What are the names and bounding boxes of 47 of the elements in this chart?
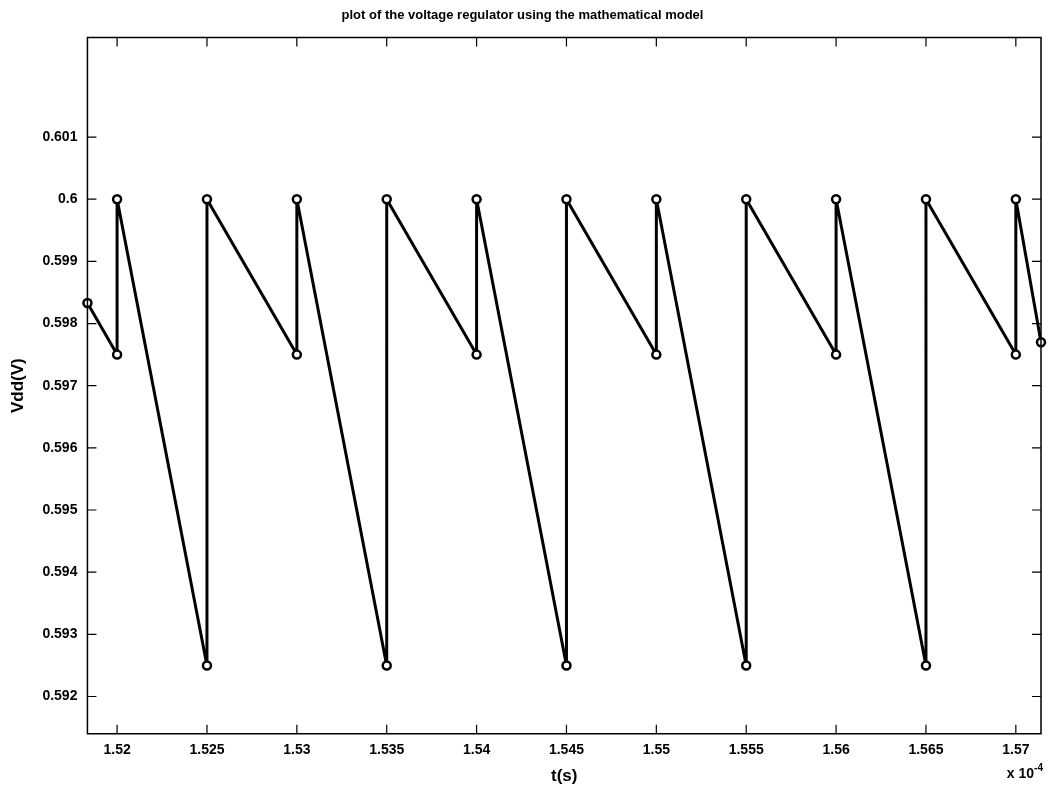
point bbox=[291, 349, 303, 360]
x-tick-label: 1.525 bbox=[189, 741, 225, 758]
point bbox=[740, 193, 752, 205]
point bbox=[561, 193, 572, 205]
x-tick-label: 1.565 bbox=[908, 741, 944, 758]
x-tick-label: 1.55 bbox=[642, 741, 671, 758]
point bbox=[82, 297, 93, 309]
point bbox=[381, 193, 392, 205]
point bbox=[381, 660, 392, 671]
y-tick-label: 0.598 bbox=[42, 314, 78, 331]
x-tick-label: 1.56 bbox=[822, 741, 850, 758]
point bbox=[830, 349, 842, 360]
point bbox=[111, 349, 123, 360]
x-tick-label: 1.57 bbox=[1002, 741, 1030, 758]
point bbox=[830, 193, 842, 205]
point bbox=[291, 193, 303, 205]
x-tick-label: 1.54 bbox=[462, 741, 491, 758]
x-tick-label: 1.53 bbox=[283, 741, 311, 758]
point bbox=[201, 193, 213, 205]
point bbox=[651, 349, 662, 360]
y-tick-label: 0.594 bbox=[42, 563, 78, 580]
y-tick-label: 0.593 bbox=[42, 625, 78, 642]
point bbox=[1010, 349, 1022, 360]
point bbox=[471, 349, 482, 360]
y-tick-label: 0.597 bbox=[42, 376, 78, 393]
x-tick-label: 1.555 bbox=[728, 741, 764, 758]
y-tick-label: 0.6 bbox=[57, 190, 78, 207]
y-tick-label: 0.599 bbox=[42, 252, 78, 269]
point bbox=[1010, 193, 1022, 205]
y-tick-label: 0.601 bbox=[42, 127, 78, 144]
y-axis-title: Vdd(V) bbox=[7, 358, 27, 414]
x-axis-title: t(s) bbox=[550, 766, 578, 786]
point bbox=[920, 193, 932, 205]
point bbox=[471, 193, 482, 205]
point bbox=[740, 660, 752, 671]
point bbox=[201, 660, 213, 671]
x-tick-label: 1.52 bbox=[103, 741, 131, 758]
y-tick-label: 0.592 bbox=[42, 687, 78, 704]
y-tick-label: 0.595 bbox=[42, 500, 78, 517]
point bbox=[920, 660, 932, 671]
x-tick-label: 1.545 bbox=[548, 741, 585, 758]
chart-title: plot of the voltage regulator using the mathematical model bbox=[341, 7, 704, 23]
point bbox=[651, 193, 662, 205]
point bbox=[111, 193, 123, 205]
point bbox=[561, 660, 572, 671]
y-tick-label: 0.596 bbox=[42, 438, 78, 455]
x-tick-label: 1.535 bbox=[369, 741, 405, 758]
